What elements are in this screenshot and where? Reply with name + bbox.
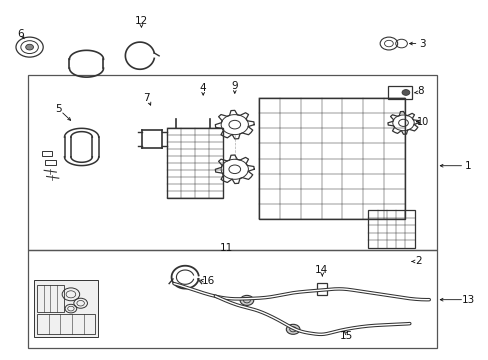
- Bar: [368, 210, 414, 248]
- Text: 5: 5: [55, 104, 62, 113]
- Text: 15: 15: [339, 331, 352, 341]
- Bar: [45, 160, 56, 165]
- Bar: [166, 128, 222, 198]
- Bar: [37, 285, 63, 312]
- Text: 4: 4: [200, 83, 206, 93]
- Circle shape: [26, 44, 33, 50]
- Text: 1: 1: [464, 161, 470, 171]
- Text: 16: 16: [201, 276, 214, 286]
- Text: 10: 10: [416, 117, 428, 127]
- Circle shape: [401, 90, 409, 95]
- Text: 8: 8: [416, 86, 423, 96]
- Bar: [317, 283, 326, 295]
- Text: 7: 7: [142, 93, 149, 103]
- Bar: [37, 314, 95, 334]
- Text: 3: 3: [418, 39, 425, 49]
- Bar: [41, 152, 52, 156]
- Text: 9: 9: [231, 81, 238, 91]
- Text: 6: 6: [18, 29, 24, 39]
- Text: 14: 14: [314, 265, 327, 275]
- Text: 2: 2: [414, 256, 421, 266]
- Bar: [34, 280, 98, 337]
- Text: 12: 12: [135, 16, 148, 26]
- Bar: [259, 98, 404, 219]
- Circle shape: [240, 296, 253, 305]
- Text: 11: 11: [220, 243, 233, 253]
- Bar: [387, 86, 411, 99]
- Text: 13: 13: [461, 295, 474, 305]
- Circle shape: [286, 324, 299, 334]
